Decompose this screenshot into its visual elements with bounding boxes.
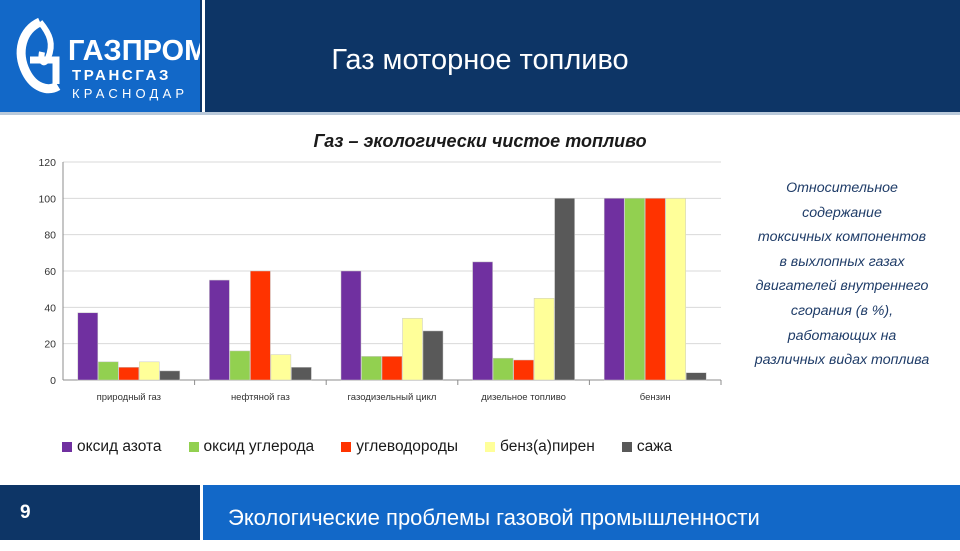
footer-divider bbox=[200, 485, 203, 540]
logo-word-2: ТРАНСГАЗ bbox=[72, 67, 171, 84]
legend-label: бенз(а)пирен bbox=[500, 438, 595, 455]
legend-swatch bbox=[62, 442, 72, 452]
header-divider bbox=[202, 0, 205, 112]
logo-word-3: КРАСНОДАР bbox=[72, 86, 188, 101]
legend-item: оксид углерода bbox=[188, 438, 315, 456]
gazprom-logo: ГАЗПРОМ ТРАНСГАЗ КРАСНОДАР bbox=[0, 0, 200, 112]
gazprom-flame-icon: ГАЗПРОМ ТРАНСГАЗ КРАСНОДАР bbox=[16, 17, 200, 101]
bar-1 bbox=[340, 270, 362, 381]
y-tick-label: 80 bbox=[44, 230, 56, 242]
bar-2 bbox=[361, 356, 382, 381]
x-tick-label: газодизельный цикл bbox=[348, 392, 437, 403]
bar-3 bbox=[381, 356, 403, 381]
bar-5 bbox=[422, 330, 444, 381]
side-caption-line: токсичных компонентов bbox=[757, 229, 927, 246]
footer-text: Экологические проблемы газовой промышлен… bbox=[228, 505, 760, 530]
bar-2 bbox=[492, 357, 514, 381]
bar-4 bbox=[270, 354, 292, 381]
bar-3 bbox=[644, 198, 666, 381]
page-title: Газ моторное топливо bbox=[331, 44, 629, 76]
legend-label: углеводороды bbox=[356, 438, 459, 455]
x-tick-label: дизельное топливо bbox=[481, 392, 566, 403]
legend-swatch bbox=[485, 442, 496, 452]
bar-5 bbox=[159, 370, 181, 381]
bar-4 bbox=[402, 317, 423, 381]
side-caption-line: работающих на bbox=[787, 327, 897, 344]
y-tick-label: 20 bbox=[44, 339, 56, 351]
logo-word-1: ГАЗПРОМ bbox=[68, 35, 200, 67]
legend-item: бенз(а)пирен bbox=[485, 438, 595, 456]
side-caption-line: различных видах топлива bbox=[754, 352, 930, 369]
bar-4 bbox=[139, 361, 160, 381]
legend-swatch bbox=[188, 442, 199, 452]
bar-2 bbox=[229, 350, 251, 381]
legend-item: углеводороды bbox=[341, 438, 458, 456]
legend-swatch bbox=[341, 442, 352, 452]
chart-legend: оксид азота оксид углерода углеводороды бен… bbox=[62, 436, 699, 458]
y-tick-label: 0 bbox=[50, 375, 56, 387]
side-caption: Относительное содержание токсичных компоне… bbox=[736, 176, 948, 373]
side-caption-line: содержание bbox=[802, 204, 882, 221]
bar-5 bbox=[685, 372, 707, 381]
y-tick-label: 120 bbox=[38, 157, 56, 169]
legend-item: сажа bbox=[621, 438, 673, 456]
bar-3 bbox=[118, 367, 140, 381]
side-caption-line: двигателей внутреннего bbox=[755, 278, 929, 295]
side-caption-line: в выхлопных газах bbox=[779, 253, 905, 270]
bar-1 bbox=[209, 279, 230, 381]
legend-item: оксид азота bbox=[62, 438, 162, 456]
legend-label: оксид азота bbox=[77, 438, 162, 455]
side-caption-line: сгорания (в %), bbox=[790, 302, 894, 319]
bar-5 bbox=[554, 198, 575, 381]
x-tick-label: бензин bbox=[640, 392, 671, 403]
legend-label: сажа bbox=[636, 438, 673, 455]
bar-2 bbox=[98, 361, 119, 381]
bar-3 bbox=[250, 270, 271, 381]
page-number-box: 9 bbox=[0, 485, 200, 540]
chart-title: Газ – экологически чистое топливо bbox=[313, 131, 647, 151]
side-caption-line: Относительное bbox=[786, 180, 898, 196]
bar-2 bbox=[624, 198, 645, 381]
bar-5 bbox=[291, 367, 312, 381]
bar-1 bbox=[603, 198, 625, 381]
page-number: 9 bbox=[20, 502, 31, 523]
bar-4 bbox=[665, 198, 686, 381]
bar-1 bbox=[77, 312, 99, 381]
bar-4 bbox=[533, 298, 555, 381]
bar-1 bbox=[472, 261, 493, 381]
x-tick-label: нефтяной газ bbox=[231, 392, 290, 403]
legend-swatch bbox=[621, 442, 632, 452]
y-tick-label: 100 bbox=[38, 193, 56, 205]
bar-3 bbox=[513, 359, 534, 381]
y-tick-label: 40 bbox=[44, 302, 56, 314]
header-rule bbox=[0, 112, 960, 115]
bar-chart: 0 20 40 60 80 100 120 природный газ нефтяной газ… bbox=[38, 157, 722, 403]
y-tick-label: 60 bbox=[44, 266, 56, 278]
legend-label: оксид углерода bbox=[203, 438, 315, 455]
x-tick-label: природный газ bbox=[97, 392, 161, 403]
